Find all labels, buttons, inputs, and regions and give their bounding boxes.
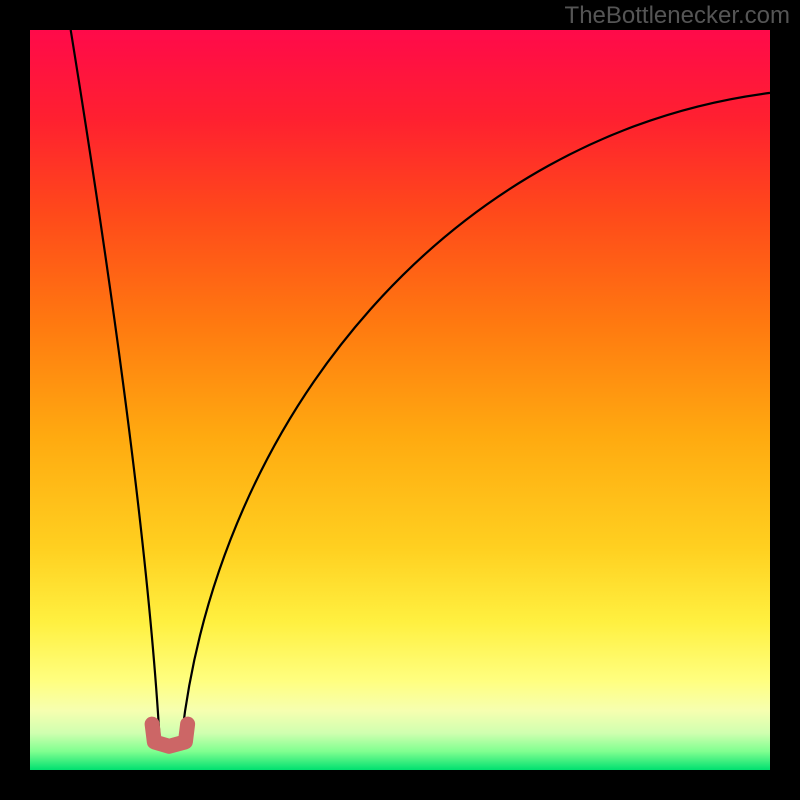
chart-frame: TheBottlenecker.com (0, 0, 800, 800)
bottleneck-curve-right (182, 93, 770, 737)
plot-area (30, 30, 770, 770)
watermark-text: TheBottlenecker.com (565, 2, 790, 30)
notch-marker (152, 724, 188, 746)
bottleneck-curve-left (71, 30, 160, 737)
curve-layer (30, 30, 770, 770)
